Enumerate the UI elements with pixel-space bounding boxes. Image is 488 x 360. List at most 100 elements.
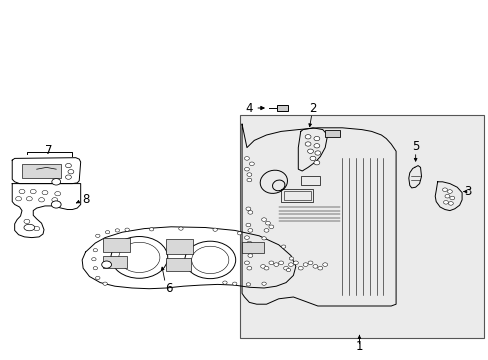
Circle shape	[19, 189, 25, 194]
Circle shape	[261, 218, 266, 221]
Circle shape	[278, 261, 283, 265]
Circle shape	[312, 265, 317, 268]
Circle shape	[313, 136, 319, 141]
Circle shape	[244, 167, 249, 171]
Text: 6: 6	[164, 282, 172, 294]
Circle shape	[262, 282, 265, 285]
Circle shape	[265, 221, 270, 225]
Bar	[283, 191, 310, 200]
Circle shape	[16, 197, 21, 201]
Circle shape	[245, 283, 250, 286]
Circle shape	[125, 228, 129, 231]
Circle shape	[447, 190, 451, 193]
Circle shape	[247, 229, 252, 232]
Bar	[166, 258, 190, 271]
Bar	[22, 164, 61, 178]
Circle shape	[246, 178, 251, 182]
Circle shape	[273, 263, 278, 266]
Text: 5: 5	[411, 140, 419, 153]
Circle shape	[443, 201, 447, 204]
Circle shape	[293, 261, 298, 265]
Circle shape	[52, 179, 61, 185]
Circle shape	[313, 161, 319, 165]
Circle shape	[26, 197, 32, 201]
Circle shape	[179, 227, 183, 230]
Circle shape	[442, 188, 447, 192]
Circle shape	[313, 144, 319, 148]
Circle shape	[96, 234, 100, 238]
Circle shape	[322, 263, 327, 266]
Text: 4: 4	[245, 102, 253, 114]
Ellipse shape	[24, 224, 35, 231]
Circle shape	[307, 149, 313, 153]
Circle shape	[303, 263, 307, 266]
Circle shape	[286, 269, 290, 271]
Circle shape	[212, 228, 217, 231]
Circle shape	[246, 241, 251, 245]
Circle shape	[237, 232, 241, 235]
Circle shape	[247, 211, 252, 214]
Circle shape	[102, 282, 107, 285]
Bar	[281, 189, 312, 202]
Circle shape	[288, 263, 293, 266]
Bar	[102, 238, 129, 252]
Circle shape	[264, 229, 268, 232]
Circle shape	[246, 173, 251, 176]
Circle shape	[65, 175, 71, 179]
Circle shape	[184, 241, 235, 279]
Circle shape	[223, 281, 226, 284]
Circle shape	[244, 157, 249, 160]
Circle shape	[102, 261, 111, 268]
Bar	[102, 256, 127, 268]
Circle shape	[449, 196, 454, 200]
Circle shape	[244, 236, 249, 239]
Circle shape	[105, 231, 109, 234]
Circle shape	[283, 266, 288, 270]
Circle shape	[268, 261, 273, 265]
Bar	[325, 130, 339, 137]
Bar	[166, 239, 193, 254]
Circle shape	[34, 226, 40, 231]
Circle shape	[232, 282, 236, 285]
Circle shape	[305, 135, 310, 139]
Circle shape	[93, 248, 98, 252]
Circle shape	[115, 229, 119, 232]
Circle shape	[260, 265, 265, 268]
Circle shape	[298, 266, 303, 270]
Circle shape	[51, 201, 61, 208]
Bar	[239, 115, 483, 338]
Circle shape	[42, 190, 48, 195]
Circle shape	[30, 189, 36, 194]
Circle shape	[246, 266, 251, 270]
Circle shape	[264, 266, 268, 270]
Circle shape	[244, 261, 249, 265]
Circle shape	[245, 207, 250, 211]
Text: 7: 7	[45, 144, 53, 157]
Circle shape	[281, 245, 285, 248]
Circle shape	[444, 194, 449, 198]
Circle shape	[268, 225, 273, 229]
Text: 3: 3	[463, 185, 471, 198]
Circle shape	[149, 228, 153, 231]
Circle shape	[68, 170, 74, 174]
Circle shape	[245, 223, 250, 227]
Circle shape	[111, 237, 167, 278]
Circle shape	[92, 258, 96, 261]
Circle shape	[317, 266, 322, 270]
Circle shape	[52, 198, 58, 202]
Text: 2: 2	[308, 102, 316, 115]
Circle shape	[247, 254, 252, 257]
Circle shape	[309, 156, 315, 161]
Bar	[276, 105, 287, 111]
Circle shape	[314, 151, 320, 155]
Circle shape	[24, 219, 30, 224]
Circle shape	[245, 248, 250, 252]
Circle shape	[305, 142, 310, 146]
Bar	[242, 242, 264, 253]
Circle shape	[249, 162, 254, 166]
Bar	[300, 176, 320, 185]
Circle shape	[447, 202, 452, 205]
Circle shape	[289, 257, 293, 260]
Text: 1: 1	[355, 340, 363, 353]
Text: 8: 8	[81, 193, 89, 206]
